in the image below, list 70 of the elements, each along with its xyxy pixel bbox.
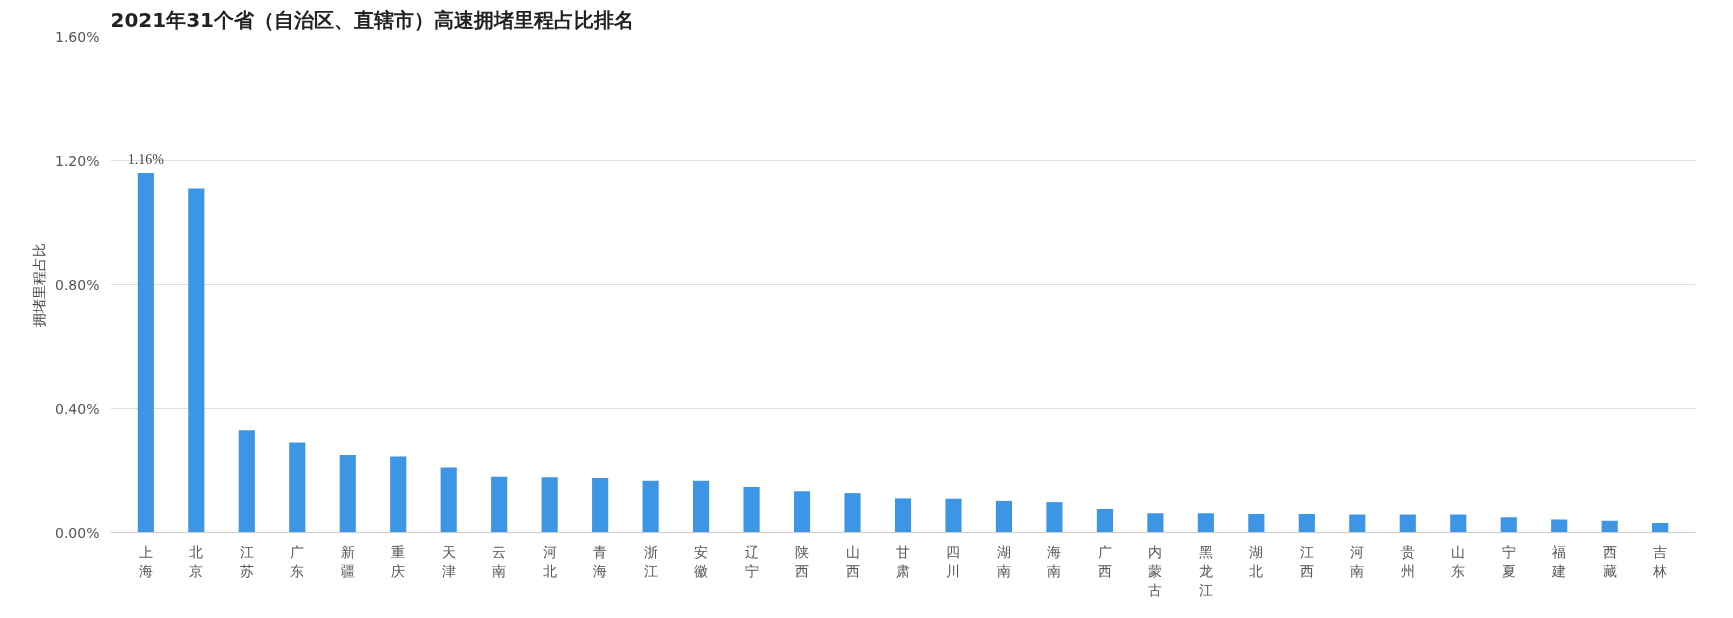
bar — [137, 172, 154, 533]
x-tick-label: 浙江 — [643, 543, 658, 579]
bar — [1248, 513, 1265, 533]
bar — [1652, 522, 1669, 533]
y-tick-label: 0.40% — [55, 400, 100, 417]
bar — [642, 480, 659, 533]
x-tick-label: 云南 — [492, 543, 507, 579]
x-tick-label: 海南 — [1047, 543, 1062, 579]
y-axis-title: 拥堵里程占比 — [31, 242, 48, 327]
bar — [1147, 513, 1164, 533]
y-tick-label: 1.60% — [55, 28, 100, 45]
bar — [1450, 514, 1467, 533]
x-tick-label: 山东 — [1451, 543, 1466, 579]
bar — [693, 480, 710, 533]
x-tick-label: 内蒙古 — [1148, 543, 1163, 598]
x-tick-label: 河北 — [542, 543, 557, 579]
bar — [1298, 513, 1315, 533]
x-tick-label: 广东 — [290, 543, 305, 579]
x-tick-label: 江苏 — [239, 543, 254, 579]
x-tick-label: 湖北 — [1249, 543, 1264, 579]
y-tick-label: 0.80% — [55, 276, 100, 293]
y-tick-label: 0.00% — [55, 524, 100, 541]
data-label: 1.16% — [127, 151, 165, 167]
bar — [793, 491, 811, 533]
bar — [1046, 502, 1063, 533]
bar — [289, 442, 306, 533]
x-tick-label: 河南 — [1350, 543, 1365, 579]
x-tick-label: 新疆 — [340, 543, 355, 579]
bar — [1500, 517, 1517, 533]
bar — [1551, 519, 1568, 533]
bar — [743, 486, 760, 533]
x-tick-label: 湖南 — [996, 543, 1011, 579]
x-tick-label: 江西 — [1299, 543, 1314, 579]
bar — [238, 430, 255, 533]
x-tick-label: 重庆 — [391, 543, 406, 579]
x-tick-label: 上海 — [138, 543, 153, 579]
x-tick-label: 广西 — [1097, 543, 1112, 579]
bar — [390, 456, 407, 533]
bar — [995, 500, 1013, 533]
bar — [1096, 508, 1113, 533]
bar — [440, 467, 457, 533]
x-tick-label: 甘肃 — [896, 543, 910, 579]
x-tick-label: 黑龙江 — [1198, 543, 1213, 598]
x-tick-label: 吉林 — [1652, 543, 1668, 579]
bar — [592, 477, 609, 533]
x-tick-label: 四川 — [946, 543, 961, 579]
bar — [491, 476, 508, 533]
x-tick-label: 天津 — [441, 543, 456, 579]
bar — [1197, 513, 1214, 533]
bar — [1601, 520, 1618, 533]
x-tick-label: 福建 — [1551, 543, 1567, 579]
x-tick-label: 辽宁 — [744, 543, 759, 579]
bar — [339, 455, 356, 533]
x-tick-label: 北京 — [189, 543, 204, 579]
bar — [1349, 514, 1366, 533]
bar — [945, 498, 962, 533]
bar — [844, 493, 861, 533]
x-tick-label: 宁夏 — [1501, 543, 1516, 579]
x-tick-label: 西藏 — [1602, 543, 1617, 579]
bar — [541, 477, 558, 533]
chart-title: 2021年31个省（自治区、直辖市）高速拥堵里程占比排名 — [110, 7, 634, 32]
x-tick-label: 青海 — [593, 543, 608, 579]
y-tick-label: 1.20% — [55, 152, 100, 169]
x-tick-label: 山西 — [845, 543, 860, 579]
x-tick-label: 陕西 — [795, 543, 810, 579]
x-tick-label: 安徽 — [694, 543, 709, 579]
bar — [1399, 514, 1416, 533]
bar — [188, 188, 205, 533]
bar — [894, 498, 912, 533]
x-tick-label: 贵州 — [1400, 543, 1415, 579]
